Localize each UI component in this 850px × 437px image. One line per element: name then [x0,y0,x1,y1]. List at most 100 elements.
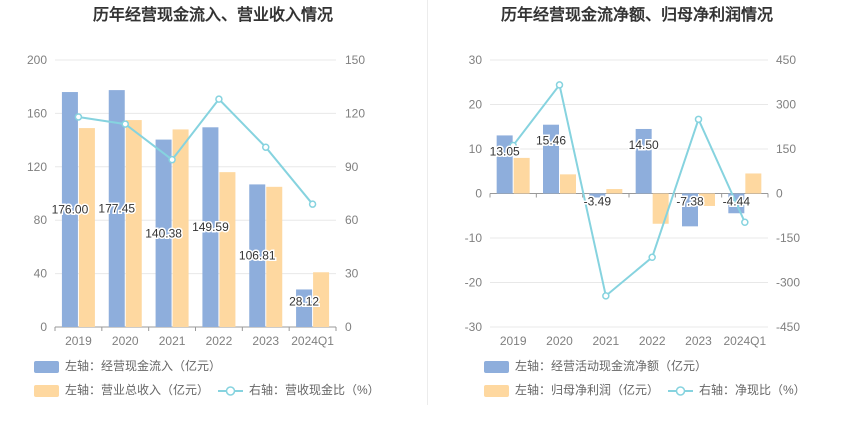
line-point [262,143,270,151]
legend-label: 右轴：净现比（%） [699,382,806,397]
bar-data-label: 177.45 [98,202,135,216]
bar-secondary [699,193,715,206]
legend-label: 左轴：经营活动现金流净额（亿元） [515,358,707,373]
y-left-tick-label: 0 [475,187,482,201]
line-point [509,141,517,150]
y-left-tick-label: 200 [27,53,47,67]
chart-title: 历年经营现金流入、营业收入情况 [93,5,333,24]
bar-data-label: 15.46 [536,134,566,148]
bar-data-label: 140.38 [145,226,182,240]
legend-label: 左轴：营业总收入（亿元） [65,382,209,397]
y-right-tick-label: -450 [776,320,800,334]
bar-primary [202,127,219,327]
bar-primary [249,184,266,327]
x-tick-label: 2020 [546,334,573,348]
x-tick-label: 2024Q1 [723,334,766,348]
y-right-tick-label: -300 [776,276,800,290]
bar-data-label: 149.59 [192,220,229,234]
line-point [602,292,610,300]
legend-swatch [484,361,509,373]
y-left-tick-label: 30 [469,53,483,67]
bar-primary [682,193,698,227]
y-right-tick-label: 90 [345,160,359,174]
legend-swatch [225,386,236,396]
line-point [215,95,223,103]
bar-secondary [606,189,623,194]
y-right-tick-label: 0 [776,187,783,201]
legend-swatch [34,385,59,397]
line-point [74,113,83,121]
legend-swatch [484,385,509,397]
bar-data-label: -3.49 [584,195,612,209]
bar-data-label: -7.38 [676,195,704,209]
y-left-tick-label: 160 [27,106,47,120]
x-tick-label: 2023 [685,334,712,348]
legend-swatch [675,386,686,396]
y-right-tick-label: 0 [345,320,352,334]
x-tick-label: 2021 [592,334,619,348]
y-left-tick-label: 120 [27,160,47,174]
legend-label: 右轴：营收现金比（%） [249,382,380,397]
x-tick-label: 2022 [206,334,233,348]
bar-data-label: 176.00 [52,203,89,217]
bar-data-label: 28.12 [289,294,319,308]
chart-2: 历年经营现金流净额、归母净利润情况 -30 -20 -10 0 10 20 30 -450 -30… [465,5,806,397]
y-right-tick-label: -150 [776,231,800,245]
y-left-tick-label: 40 [34,267,48,281]
line-point [168,155,176,164]
bar-primary [635,128,652,194]
y-left-tick-label: -20 [465,276,483,290]
line-series [78,97,314,205]
line-point [741,218,749,227]
bar-primary [108,90,125,327]
bar-secondary [219,172,236,327]
y-right-tick-label: 450 [776,53,796,67]
y-left-tick-label: 20 [469,98,483,112]
legend-label: 左轴：归母净利润（亿元） [515,382,659,397]
y-right-tick-label: 150 [776,142,796,156]
bar-secondary [313,272,330,327]
bar-data-label: 106.81 [239,249,276,263]
y-left-tick-label: -30 [465,320,483,334]
y-left-tick-label: -10 [465,231,483,245]
bar-secondary [78,128,95,327]
x-tick-label: 2024Q1 [291,334,334,348]
bar-secondary [125,120,142,327]
bar-secondary [560,174,576,194]
bar-data-label: 13.05 [490,144,520,158]
bar-primary [155,139,172,327]
chart-1: 历年经营现金流入、营业收入情况 0 40 80 120 160 200 0 30 60 90 120 1… [27,5,380,397]
y-right-tick-label: 150 [345,53,365,67]
line-point [694,115,703,124]
line-point [308,200,317,208]
bar-primary [61,92,78,327]
x-tick-label: 2019 [65,334,92,348]
bar-primary [543,124,559,194]
x-tick-label: 2021 [159,334,186,348]
line-point [555,81,564,89]
x-tick-label: 2019 [500,334,527,348]
bar-primary [296,289,313,327]
bar-data-label: -4.44 [723,195,751,209]
bar-secondary [513,157,530,194]
bar-primary [589,193,606,198]
y-right-tick-label: 60 [345,213,359,227]
y-left-tick-label: 0 [40,320,47,334]
x-tick-label: 2023 [252,334,279,348]
bar-secondary [266,186,283,327]
bar-secondary [745,173,762,194]
bar-secondary [652,193,669,224]
line-point [121,120,129,128]
x-tick-label: 2020 [112,334,139,348]
legend-swatch [34,361,59,373]
y-right-tick-label: 120 [345,106,365,120]
bar-secondary [172,129,189,327]
y-right-tick-label: 300 [776,98,796,112]
panel-divider [427,0,428,405]
chart-title: 历年经营现金流净额、归母净利润情况 [501,5,773,24]
bar-data-label: 14.50 [629,138,659,152]
line-point [648,253,656,262]
y-right-tick-label: 30 [345,267,359,281]
bar-primary [496,135,513,194]
